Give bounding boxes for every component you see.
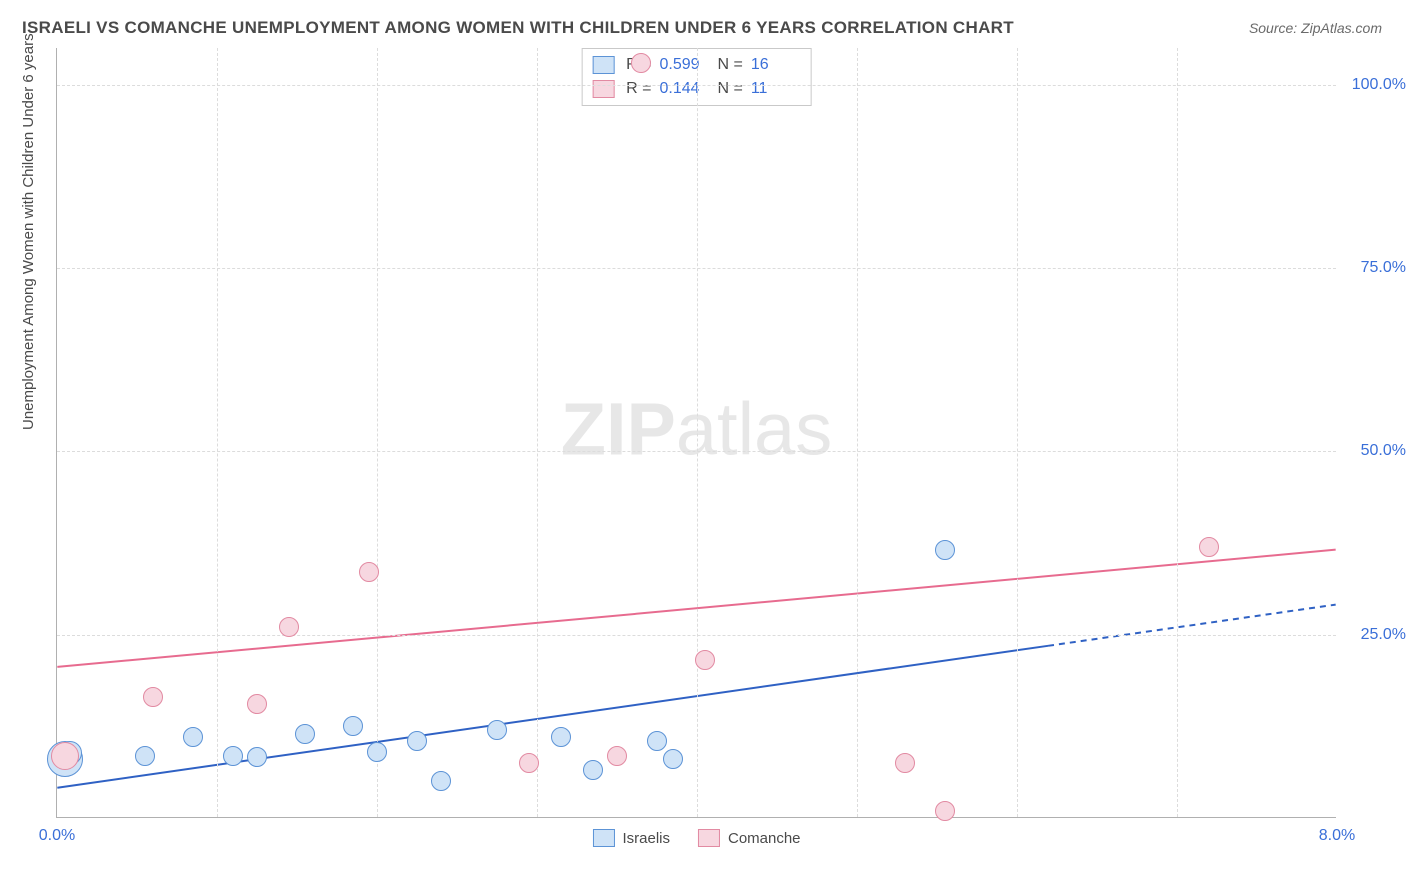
stats-n-value-comanche: 11: [751, 77, 797, 101]
point-comanche: [631, 53, 651, 73]
point-comanche: [895, 753, 915, 773]
gridline-vertical: [377, 48, 378, 817]
legend-label-israelis: Israelis: [622, 830, 670, 847]
point-comanche: [247, 694, 267, 714]
point-comanche: [1199, 537, 1219, 557]
point-israelis: [135, 746, 155, 766]
watermark-bold: ZIP: [561, 387, 676, 470]
point-comanche: [279, 617, 299, 637]
legend-item-comanche: Comanche: [698, 829, 801, 847]
gridline-vertical: [217, 48, 218, 817]
point-comanche: [359, 562, 379, 582]
gridline-vertical: [537, 48, 538, 817]
point-israelis: [367, 742, 387, 762]
point-comanche: [695, 650, 715, 670]
stats-row-comanche: R = 0.144 N = 11: [592, 77, 797, 101]
y-axis-title: Unemployment Among Women with Children U…: [20, 33, 37, 430]
stats-r-label: R =: [626, 77, 651, 101]
point-israelis: [487, 720, 507, 740]
point-israelis: [343, 716, 363, 736]
y-tick-label: 100.0%: [1342, 76, 1406, 94]
swatch-comanche: [592, 80, 614, 98]
swatch-israelis: [592, 56, 614, 74]
stats-n-value-israelis: 16: [751, 53, 797, 77]
trend-line-israelis-dashed: [1048, 605, 1336, 646]
watermark-rest: atlas: [676, 387, 832, 470]
point-comanche: [143, 687, 163, 707]
gridline-vertical: [857, 48, 858, 817]
series-legend: Israelis Comanche: [592, 829, 800, 847]
legend-swatch-comanche: [698, 829, 720, 847]
point-israelis: [407, 731, 427, 751]
point-comanche: [519, 753, 539, 773]
plot-area: ZIPatlas R =0.599N =16R =0.144N =11 Isra…: [56, 48, 1336, 818]
x-tick-label: 8.0%: [1319, 827, 1355, 845]
stats-r-value-israelis: 0.599: [660, 53, 706, 77]
point-israelis: [295, 724, 315, 744]
y-tick-label: 75.0%: [1342, 259, 1406, 277]
legend-label-comanche: Comanche: [728, 830, 801, 847]
point-comanche: [935, 801, 955, 821]
legend-swatch-israelis: [592, 829, 614, 847]
chart-title: ISRAELI VS COMANCHE UNEMPLOYMENT AMONG W…: [22, 18, 1014, 38]
stats-r-value-comanche: 0.144: [660, 77, 706, 101]
y-tick-label: 50.0%: [1342, 442, 1406, 460]
gridline-vertical: [1017, 48, 1018, 817]
stats-n-label: N =: [718, 53, 743, 77]
point-israelis: [583, 760, 603, 780]
gridline-vertical: [1177, 48, 1178, 817]
point-israelis: [935, 540, 955, 560]
source-attribution: Source: ZipAtlas.com: [1249, 20, 1382, 36]
point-israelis: [183, 727, 203, 747]
point-israelis: [663, 749, 683, 769]
point-israelis: [647, 731, 667, 751]
point-comanche: [51, 742, 79, 770]
stats-n-label: N =: [718, 77, 743, 101]
x-tick-label: 0.0%: [39, 827, 75, 845]
legend-item-israelis: Israelis: [592, 829, 670, 847]
point-comanche: [607, 746, 627, 766]
point-israelis: [551, 727, 571, 747]
gridline-vertical: [697, 48, 698, 817]
point-israelis: [247, 747, 267, 767]
y-tick-label: 25.0%: [1342, 626, 1406, 644]
point-israelis: [223, 746, 243, 766]
stats-row-israelis: R =0.599N =16: [592, 53, 797, 77]
point-israelis: [431, 771, 451, 791]
